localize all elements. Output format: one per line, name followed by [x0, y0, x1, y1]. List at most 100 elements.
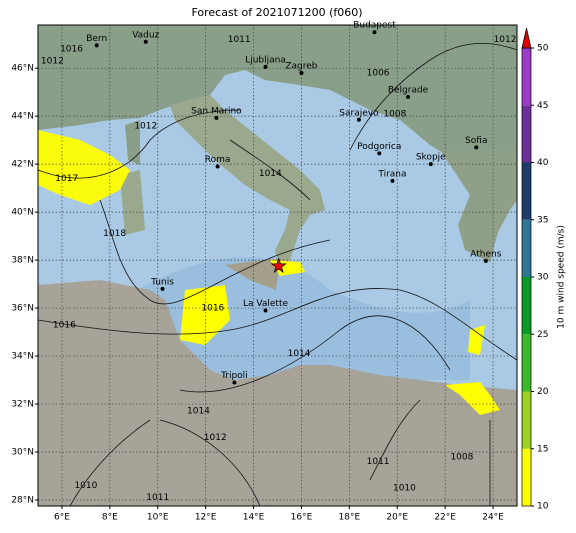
- city-label: La Valette: [243, 299, 288, 309]
- isobar-label: 1014: [259, 169, 282, 179]
- isobar-label: 1011: [367, 457, 390, 467]
- city-label: Tunis: [150, 277, 174, 287]
- land-sicily: [225, 258, 280, 290]
- city-label: Bern: [86, 34, 107, 44]
- colorbar-label: 10 m wind speed (m/s): [557, 225, 567, 329]
- colorbar-segment: [522, 162, 531, 220]
- colorbar-tick-label: 50: [537, 44, 549, 54]
- x-tick-label: 20°E: [386, 513, 408, 523]
- city-dot: [390, 178, 395, 183]
- x-tick-label: 10°E: [147, 513, 169, 523]
- title: Forecast of 2021071200 (f060): [191, 6, 362, 19]
- city-label: Podgorica: [357, 142, 401, 152]
- isobar-label: 1008: [450, 452, 473, 462]
- city-dot: [483, 258, 488, 263]
- colorbar-tick-label: 45: [537, 101, 548, 111]
- city-dot: [356, 117, 361, 122]
- isobar: [38, 288, 517, 361]
- wind-patch: [38, 130, 130, 205]
- isobar-label: 1008: [383, 109, 406, 119]
- isobar-label: 1010: [74, 481, 97, 491]
- y-tick-label: 38°N: [11, 256, 34, 266]
- isobar-label: 1017: [55, 174, 78, 184]
- isobar: [38, 109, 241, 179]
- city-dot: [263, 308, 268, 313]
- colorbar-tick-label: 35: [537, 215, 548, 225]
- city-dot: [299, 70, 304, 75]
- wind-patch: [180, 285, 230, 345]
- y-tick-label: 34°N: [11, 352, 34, 362]
- y-tick-label: 30°N: [11, 448, 34, 458]
- isobar-label: 1012: [494, 35, 517, 45]
- colorbar-tick-label: 40: [537, 158, 549, 168]
- city-dot: [377, 151, 382, 156]
- isobar: [349, 43, 517, 151]
- x-tick-label: 18°E: [339, 513, 361, 523]
- isobar-label: 1010: [393, 484, 416, 494]
- colorbar-segment: [522, 277, 531, 335]
- isobar-label: 1012: [41, 56, 64, 66]
- isobar: [99, 199, 331, 305]
- city-dot: [474, 145, 479, 150]
- x-tick-label: 24°E: [482, 513, 504, 523]
- city-label: Zagreb: [285, 61, 317, 71]
- x-tick-label: 8°E: [102, 513, 118, 523]
- city-label: Athens: [470, 249, 501, 259]
- isobar: [159, 419, 261, 506]
- isobar-label: 1012: [204, 433, 227, 443]
- colorbar-segment: [522, 105, 531, 163]
- city-label: Vaduz: [132, 30, 159, 40]
- isobar-label: 1012: [134, 121, 157, 131]
- land-corsica: [125, 120, 140, 165]
- city-label: Skopje: [416, 153, 446, 163]
- city-label: Sarajevo: [339, 108, 379, 118]
- city-label: Tripoli: [220, 371, 248, 381]
- colorbar-tick-label: 10: [537, 502, 549, 512]
- city-dot: [263, 64, 268, 69]
- overlay: 1012 1016 1011 1012 1017 1018 1016 1016 1014 1014…: [38, 21, 517, 506]
- colorbar-extend: [521, 27, 532, 49]
- y-tick-label: 32°N: [11, 400, 34, 410]
- city-label: Sofia: [465, 136, 487, 146]
- isobar-label: 1006: [367, 68, 390, 78]
- city-label: San Marino: [191, 106, 242, 116]
- city-dot: [406, 94, 411, 99]
- y-tick-label: 36°N: [11, 304, 34, 314]
- colorbar-tick-label: 25: [537, 330, 548, 340]
- isobar-label: 1016: [60, 44, 83, 54]
- wind-patch: [445, 382, 500, 415]
- colorbar-segment: [522, 391, 531, 449]
- event-star: [270, 257, 287, 274]
- city-dot: [214, 115, 219, 120]
- isobar: [369, 399, 421, 481]
- colorbar-segment: [522, 448, 531, 506]
- y-tick-label: 46°N: [11, 64, 34, 74]
- city-dot: [372, 30, 377, 35]
- x-tick-label: 6°E: [54, 513, 70, 523]
- basemap: [38, 25, 517, 506]
- city-label: Budapest: [353, 21, 396, 31]
- isobar-label: 1011: [228, 35, 251, 45]
- city-label: Belgrade: [388, 85, 429, 95]
- city-label: Ljubljana: [245, 55, 286, 65]
- city-label: Roma: [205, 155, 231, 165]
- x-tick-label: 22°E: [434, 513, 456, 523]
- city-label: Tirana: [377, 169, 406, 179]
- x-tick-label: 16°E: [291, 513, 313, 523]
- land-italy: [170, 95, 325, 270]
- isobar-label: 1016: [201, 304, 224, 314]
- y-tick-label: 42°N: [11, 160, 34, 170]
- isobar: [229, 139, 311, 201]
- isobar-label: 1011: [146, 493, 169, 503]
- land-sardinia: [120, 170, 145, 235]
- colorbar-tick-label: 15: [537, 444, 548, 454]
- x-tick-label: 12°E: [195, 513, 217, 523]
- colorbar-tick-label: 30: [537, 273, 549, 283]
- y-tick-label: 44°N: [11, 112, 34, 122]
- land-greece: [440, 150, 517, 262]
- city-dot: [215, 164, 220, 169]
- city-dot: [428, 162, 433, 167]
- isobar-label: 1014: [187, 407, 210, 417]
- y-tick-label: 28°N: [11, 496, 34, 506]
